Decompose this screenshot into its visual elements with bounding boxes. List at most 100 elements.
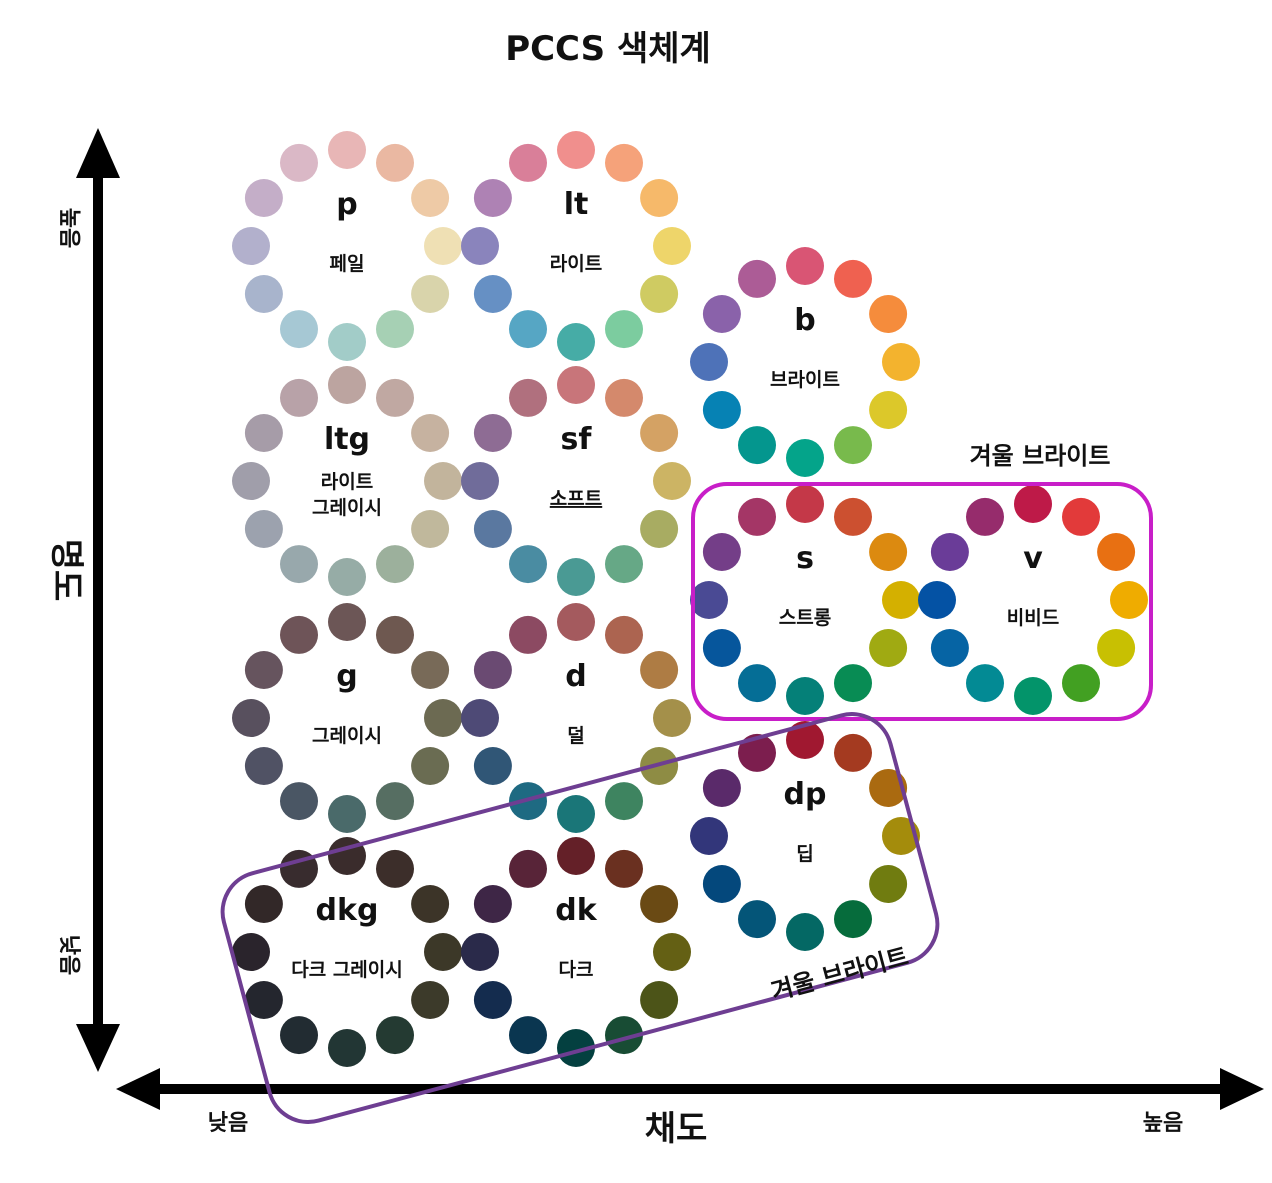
color-dot <box>557 837 595 875</box>
color-dot <box>232 933 270 971</box>
color-dot <box>640 179 679 217</box>
color-dot <box>690 343 728 381</box>
color-dot <box>1062 664 1100 703</box>
winter-bright-top-label: 겨울 브라이트 <box>970 442 1111 470</box>
color-dot <box>605 615 643 654</box>
color-dot <box>376 615 414 654</box>
tone-name: 페일 <box>330 253 365 275</box>
color-dot <box>786 677 824 715</box>
color-dot <box>509 615 547 654</box>
color-dot <box>605 378 643 417</box>
color-dot <box>557 603 595 641</box>
color-dot <box>786 913 824 951</box>
color-dot <box>966 664 1004 703</box>
color-dot <box>376 545 414 584</box>
color-dot <box>244 981 283 1019</box>
x-axis <box>116 1068 1264 1110</box>
tone-code: sf <box>561 422 593 457</box>
tone-code: dk <box>555 893 597 928</box>
color-dot <box>232 227 270 265</box>
color-dot <box>653 933 691 971</box>
color-dot <box>834 426 872 465</box>
color-dot <box>557 366 595 404</box>
color-dot <box>1014 677 1052 715</box>
x-axis-arrow-left-icon <box>116 1068 160 1110</box>
tone-code: p <box>336 187 357 222</box>
x-axis-label: 채도 <box>645 1109 708 1149</box>
color-dot <box>640 510 679 548</box>
color-dot <box>280 310 318 349</box>
color-dot <box>640 885 679 923</box>
tone-ring-g: g 그레이시 <box>232 603 462 833</box>
color-dot <box>882 817 920 855</box>
tone-ring-d: d덜 <box>461 603 691 833</box>
color-dot <box>411 747 450 785</box>
color-dot <box>244 275 283 313</box>
color-dot <box>702 865 741 903</box>
color-dot <box>653 462 691 500</box>
tone-code: v <box>1023 541 1043 576</box>
tone-rings: p페일lt라이트b브라이트ltg라이트그레이시sf소프트g그레이시d덜s스트롱v… <box>232 131 1148 1067</box>
y-axis-arrow-up-icon <box>76 128 120 178</box>
color-dot <box>244 179 283 217</box>
tone-name: 브라이트 <box>770 369 840 391</box>
color-dot <box>473 747 512 785</box>
color-dot <box>461 227 499 265</box>
color-dot <box>411 651 450 689</box>
color-dot <box>280 1016 318 1055</box>
tone-code: dkg <box>316 893 379 928</box>
color-dot <box>328 795 366 833</box>
tone-ring-s: s 스트롱 <box>690 485 920 715</box>
color-dot <box>1110 581 1148 619</box>
color-dot <box>786 485 824 523</box>
color-dot <box>702 533 741 571</box>
color-dot <box>244 651 283 689</box>
color-dot <box>605 310 643 349</box>
y-axis-label: 명도 <box>46 539 86 602</box>
winter-bright-group-top <box>691 482 1153 721</box>
color-dot <box>509 310 547 349</box>
tone-name: 라이트 <box>550 253 602 275</box>
color-dot <box>786 439 824 477</box>
tone-code: g <box>336 659 357 694</box>
color-dot <box>869 865 908 903</box>
tone-ring-b: b 브라이트 <box>690 247 920 477</box>
tone-ring-lt: lt 라이트 <box>461 131 691 361</box>
color-dot <box>738 664 776 703</box>
color-dot <box>869 769 908 807</box>
color-dot <box>232 462 270 500</box>
color-dot <box>557 1029 595 1067</box>
color-dot <box>509 378 547 417</box>
color-dot <box>376 378 414 417</box>
tone-ring-dp: dp 딥 <box>690 721 920 951</box>
tone-name: 그레이시 <box>312 725 382 747</box>
color-dot <box>424 699 462 737</box>
y-axis-arrow-down-icon <box>76 1024 120 1072</box>
color-dot <box>1014 485 1052 523</box>
tone-code: b <box>794 303 815 338</box>
color-dot <box>786 247 824 285</box>
color-dot <box>424 227 462 265</box>
color-dot <box>1097 629 1136 667</box>
tone-name: 그레이시 <box>312 497 382 519</box>
tone-ring-v: v 비비드 <box>918 485 1148 715</box>
color-dot <box>232 699 270 737</box>
color-dot <box>376 782 414 821</box>
color-dot <box>640 414 679 452</box>
color-dot <box>411 275 450 313</box>
tone-code: lt <box>564 187 589 222</box>
color-dot <box>882 581 920 619</box>
color-dot <box>280 545 318 584</box>
color-dot <box>738 259 776 298</box>
tone-code: ltg <box>324 422 370 457</box>
color-dot <box>738 426 776 465</box>
color-dot <box>244 510 283 548</box>
color-dot <box>653 699 691 737</box>
color-dot <box>509 849 547 888</box>
tone-name: 라이트 <box>321 471 373 493</box>
tone-ring-dkg: dkg 다크 그레이시 <box>232 837 462 1067</box>
color-dot <box>244 747 283 785</box>
color-dot <box>653 227 691 265</box>
